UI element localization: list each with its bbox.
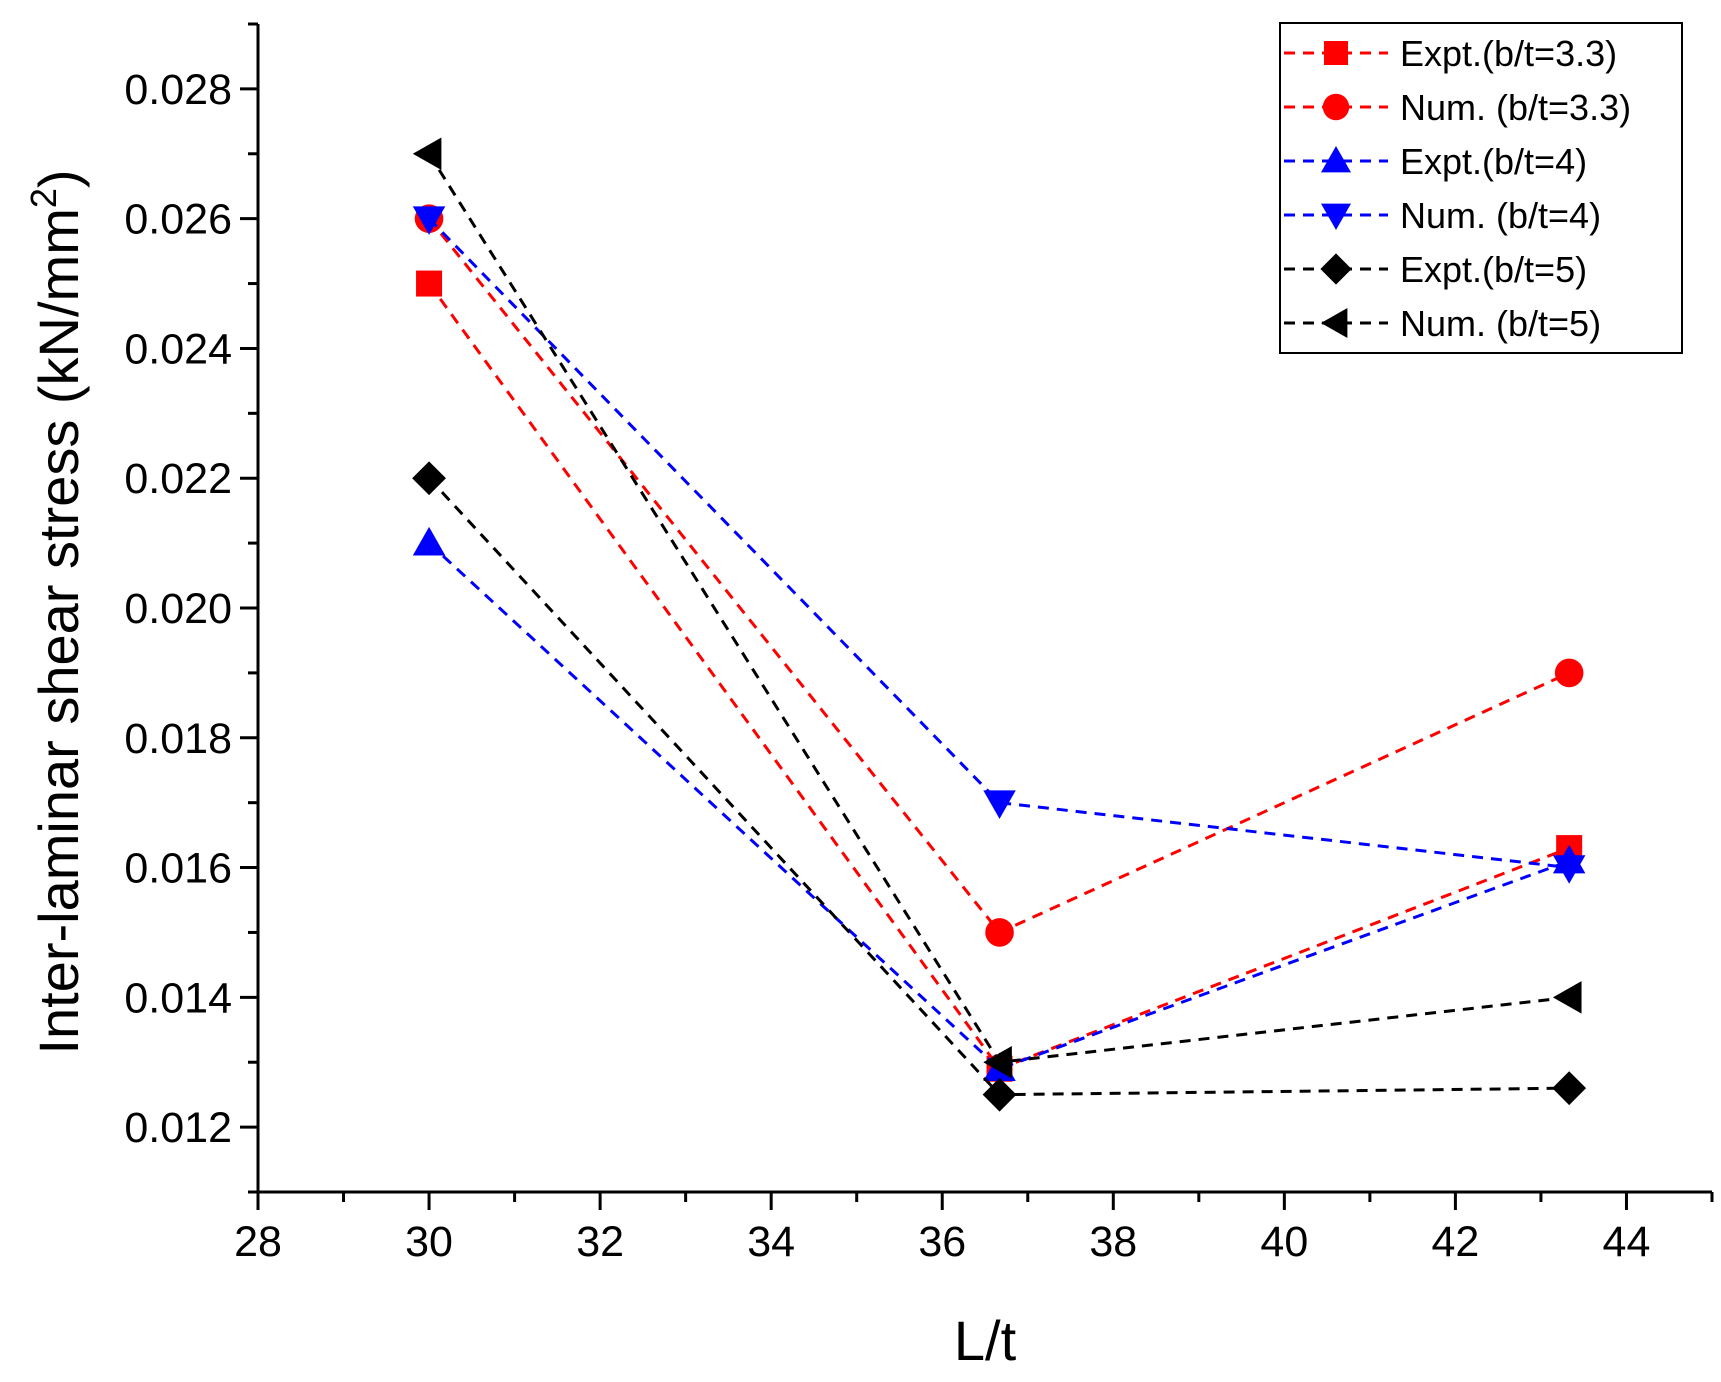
y-tick-label: 0.016: [124, 845, 232, 893]
data-point-marker: [983, 790, 1016, 819]
x-tick-label: 44: [1603, 1218, 1651, 1266]
data-point-marker: [412, 461, 446, 496]
data-point-marker: [983, 1045, 1012, 1079]
y-tick-label: 0.026: [124, 196, 232, 244]
series-4: [412, 206, 1586, 884]
legend-label: Num. (b/t=3.3): [1400, 87, 1631, 128]
x-tick-label: 42: [1431, 1218, 1479, 1266]
x-tick-label: 30: [405, 1218, 453, 1266]
y-tick-label: 0.018: [124, 715, 232, 763]
y-axis-title: Inter-laminar shear stress (kN/mm2): [23, 169, 90, 1054]
data-point-marker: [412, 137, 442, 171]
y-axis-title-close: ): [27, 169, 90, 188]
legend-label: Num. (b/t=4): [1400, 195, 1601, 236]
series-layer: [412, 137, 1587, 1112]
legend-box: [1279, 22, 1683, 354]
y-axis-title-main: Inter-laminar shear stress (kN/mm: [27, 208, 90, 1054]
legend-label: Num. (b/t=5): [1400, 303, 1601, 344]
data-point-marker: [985, 918, 1014, 947]
x-tick-label: 28: [234, 1218, 282, 1266]
y-tick-label: 0.012: [124, 1104, 232, 1152]
data-point-marker: [416, 270, 443, 297]
y-tick-label: 0.024: [124, 325, 232, 373]
series-5: [412, 461, 1587, 1112]
y-tick-label: 0.028: [124, 66, 232, 114]
data-point-marker: [982, 1077, 1017, 1112]
legend: Expt.(b/t=3.3) Num. (b/t=3.3) Expt.(b/t=4)…: [1279, 22, 1683, 354]
y-tick-label: 0.022: [124, 455, 232, 503]
x-tick-label: 32: [576, 1218, 624, 1266]
data-point-marker: [412, 526, 446, 556]
legend-marker: [1322, 93, 1350, 121]
x-tick-label: 34: [747, 1218, 795, 1266]
legend-label: Expt.(b/t=5): [1400, 249, 1587, 290]
legend-marker: [1321, 308, 1348, 338]
data-point-marker: [1554, 658, 1584, 688]
legend-label: Expt.(b/t=4): [1400, 141, 1587, 182]
y-tick-label: 0.020: [124, 585, 232, 633]
legend-marker: [1321, 146, 1351, 173]
series-1: [416, 270, 1583, 1082]
x-axis-title: L/t: [954, 1309, 1017, 1372]
data-point-marker: [1552, 981, 1582, 1014]
y-axis-title-superscript: 2: [23, 188, 64, 208]
data-point-marker: [412, 206, 446, 235]
legend-marker: [1321, 203, 1351, 230]
x-tick-label: 38: [1089, 1218, 1137, 1266]
series-line: [427, 217, 1570, 870]
legend-marker: [1320, 253, 1352, 285]
legend-marker: [1324, 41, 1348, 65]
x-tick-label: 40: [1260, 1218, 1308, 1266]
x-tick-label: 36: [918, 1218, 966, 1266]
series-line: [427, 282, 1570, 1071]
data-point-marker: [1552, 1071, 1587, 1106]
y-tick-label: 0.014: [124, 974, 232, 1022]
series-line: [427, 477, 1570, 1097]
data-point-marker: [1552, 855, 1586, 884]
legend-label: Expt.(b/t=3.3): [1400, 33, 1617, 74]
axes: 28 30 32 34 36 38 40 42 44 0.012 0.014 0.016 0.018 0.…: [124, 22, 1714, 1266]
series-6: [412, 137, 1582, 1079]
series-line: [428, 542, 1570, 1071]
